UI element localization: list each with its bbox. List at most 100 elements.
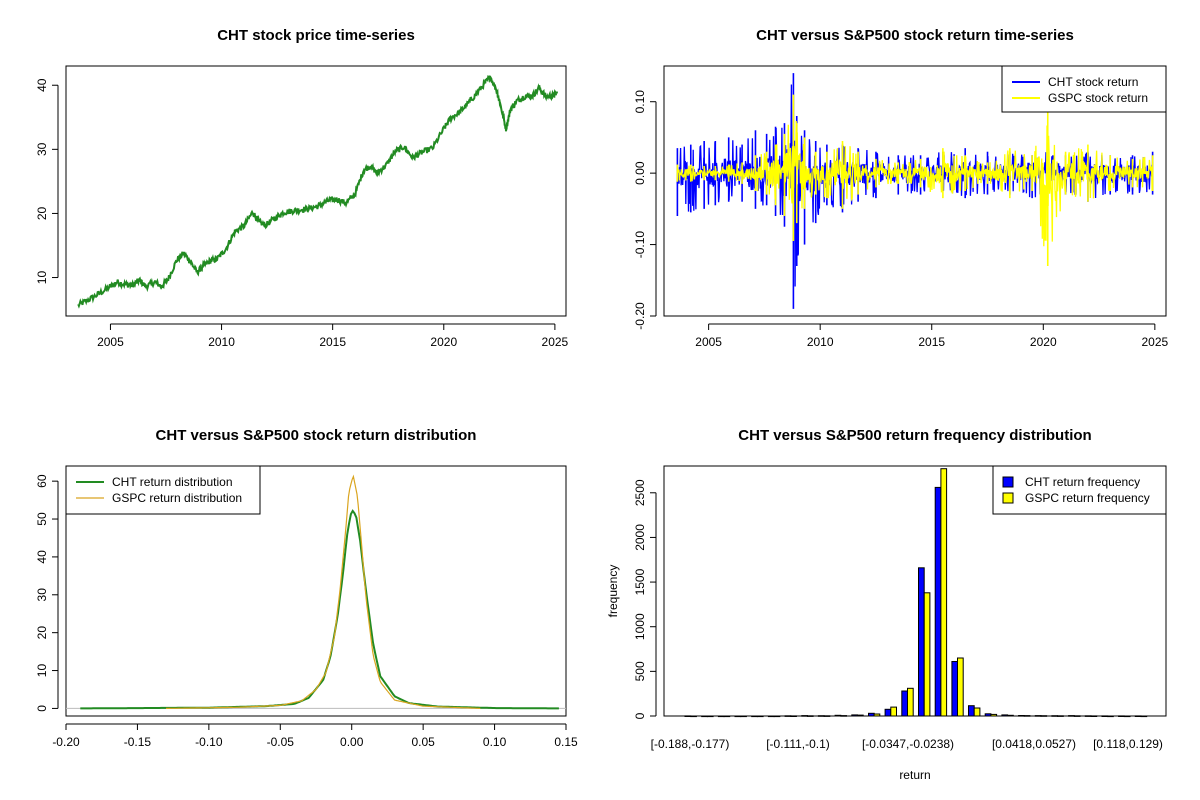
returns-y-tick-label: 0.00 (633, 161, 647, 185)
histogram-bar-gspc (756, 715, 764, 718)
density-x-tick-label: -0.20 (52, 735, 80, 749)
histogram-bar-gspc (706, 715, 714, 718)
histogram-bar-gspc (1040, 715, 1048, 717)
density-y-tick-label: 30 (35, 588, 49, 602)
histogram-bar-cht (1134, 715, 1142, 718)
histogram-bar-gspc (923, 592, 931, 717)
histogram-bar-gspc (1057, 715, 1064, 717)
price-x-tick-label: 2010 (208, 335, 235, 349)
price-x-tick-label: 2005 (97, 335, 124, 349)
price-y-tick-label: 20 (35, 206, 49, 220)
histogram-title: CHT versus S&P500 return frequency distr… (738, 427, 1091, 444)
price-frame (65, 65, 567, 317)
returns-legend-label: CHT stock return (1048, 75, 1138, 89)
histogram-legend-label: GSPC return frequency (1025, 491, 1150, 505)
histogram-x-axis-label: return (899, 768, 930, 782)
density-legend-label: GSPC return distribution (112, 491, 242, 505)
histogram-bar-gspc (1007, 714, 1014, 717)
histogram-y-tick-label: 2000 (633, 524, 647, 551)
histogram-bar-gspc (1023, 715, 1031, 717)
density-x-tick-label: 0.15 (554, 735, 578, 749)
histogram-bar-gspc (690, 715, 697, 718)
histogram-bar-gspc (840, 715, 847, 717)
histogram-bar-gspc (1123, 715, 1131, 718)
histogram-x-tick-label: [-0.188,-0.177) (651, 737, 730, 751)
histogram-bar-gspc (723, 715, 731, 718)
histogram-bar-gspc (857, 714, 864, 717)
histogram-x-tick-label: [-0.0347,-0.0238) (862, 737, 954, 751)
histogram-bar-cht (734, 715, 742, 718)
returns-y-tick-label: -0.10 (633, 231, 647, 259)
histogram-bar-gspc (990, 713, 998, 717)
histogram-bar-cht (701, 715, 708, 718)
histogram-bar-cht (1084, 715, 1092, 717)
density-y-tick-label: 50 (35, 512, 49, 526)
returns-title: CHT versus S&P500 stock return time-seri… (756, 27, 1074, 44)
histogram-bar-cht (784, 715, 792, 717)
histogram-bar-gspc (907, 687, 914, 717)
returns-y-tick-label: 0.10 (633, 90, 647, 114)
returns-series-gspc (676, 94, 1154, 266)
histogram-y-tick-label: 0 (633, 712, 647, 719)
histogram-bar-cht (817, 715, 825, 717)
density-x-tick-label: -0.05 (267, 735, 295, 749)
histogram-y-tick-label: 1500 (633, 568, 647, 595)
histogram-y-tick-label: 500 (633, 661, 647, 681)
histogram-bar-cht (1001, 714, 1009, 717)
histogram-bars (684, 468, 1148, 718)
density-x-tick-label: -0.10 (195, 735, 223, 749)
histogram-bar-gspc (940, 468, 948, 717)
density-y-tick-label: 10 (35, 664, 49, 678)
price-title: CHT stock price time-series (217, 27, 415, 44)
histogram-bar-cht (1118, 715, 1125, 718)
histogram-frame (663, 465, 1167, 717)
histogram-bar-gspc (773, 715, 781, 718)
histogram-bar-cht (1018, 715, 1025, 717)
returns-x-tick-label: 2005 (695, 335, 722, 349)
histogram-bar-cht (1068, 715, 1075, 717)
density-x-tick-label: -0.15 (124, 735, 152, 749)
histogram-bar-cht (934, 486, 942, 717)
returns-legend (1001, 65, 1167, 113)
returns-line-cht (676, 84, 1154, 287)
histogram-bar-cht (767, 715, 775, 718)
histogram-bar-cht (884, 708, 892, 717)
histogram-y-axis-label: frequency (606, 565, 620, 618)
histogram-x-tick-label: [0.0418,0.0527) (992, 737, 1076, 751)
price-x-tick-label: 2015 (319, 335, 346, 349)
histogram-bar-cht (801, 715, 808, 717)
histogram-bar-cht (834, 714, 842, 717)
histogram-bar-gspc (790, 715, 797, 718)
returns-y-tick-label: -0.20 (633, 302, 647, 330)
density-line-cht (80, 509, 559, 710)
histogram-x-tick-label: [-0.111,-0.1) (766, 737, 830, 751)
returns-x-tick-label: 2010 (807, 335, 834, 349)
histogram-bar-gspc (740, 715, 747, 718)
density-x-tick-label: 0.10 (483, 735, 507, 749)
returns-frame (663, 65, 1167, 317)
histogram-bar-gspc (806, 715, 814, 717)
histogram-bar-cht (751, 715, 758, 718)
price-y-tick-label: 40 (35, 78, 49, 92)
histogram-legend-swatch (1002, 492, 1014, 504)
price-y-tick-label: 30 (35, 142, 49, 156)
density-title: CHT versus S&P500 stock return distribut… (156, 427, 477, 444)
returns-x-tick-label: 2015 (918, 335, 945, 349)
histogram-legend-label: CHT return frequency (1025, 475, 1140, 489)
histogram-y-tick-label: 1000 (633, 613, 647, 640)
returns-legend-label: GSPC stock return (1048, 91, 1148, 105)
density-x-tick-label: 0.00 (340, 735, 364, 749)
returns-x-tick-label: 2025 (1141, 335, 1168, 349)
histogram-legend (992, 465, 1167, 515)
price-x-tick-label: 2020 (430, 335, 457, 349)
histogram-bar-cht (918, 567, 925, 717)
histogram-bar-gspc (890, 706, 897, 717)
histogram-x-tick-label: [0.118,0.129) (1093, 737, 1163, 751)
histogram-bar-cht (968, 705, 975, 717)
histogram-bar-cht (1051, 715, 1059, 717)
histogram-bar-gspc (957, 657, 964, 717)
histogram-bar-gspc (1107, 715, 1114, 718)
price-y-tick-label: 10 (35, 271, 49, 285)
returns-line-gspc (676, 120, 1154, 247)
histogram-bar-cht (851, 714, 858, 717)
